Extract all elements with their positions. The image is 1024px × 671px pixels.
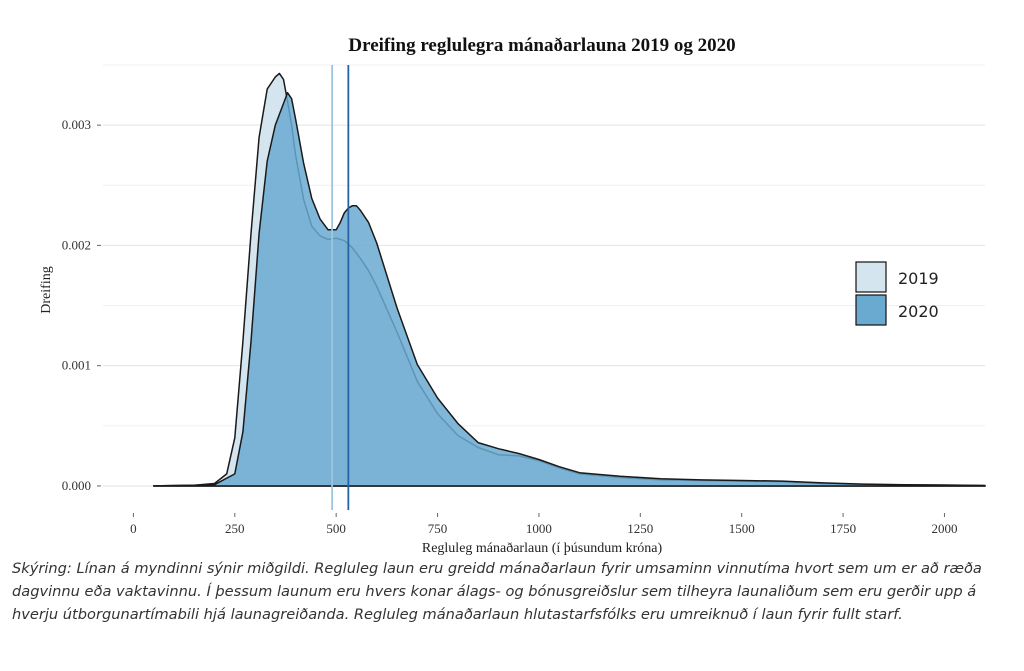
chart-caption: Skýring: Línan á myndinni sýnir miðgildi… (12, 560, 982, 623)
legend-label-2019: 2019 (898, 269, 939, 288)
x-tick-label: 250 (225, 521, 245, 536)
grid (103, 64, 985, 487)
axes: 0.000 0.001 0.002 0.003 0 250 500 750 1000 1250 15… (62, 117, 958, 536)
legend: 2019 2020 (855, 261, 939, 326)
chart-title: Dreifing reglulegra mánaðarlauna 2019 og… (348, 35, 735, 56)
x-tick-label: 500 (326, 521, 346, 536)
x-tick-label: 2000 (931, 521, 957, 536)
y-tick-label: 0.000 (62, 478, 91, 493)
x-tick-label: 1000 (526, 521, 552, 536)
x-tick-label: 1250 (627, 521, 653, 536)
x-tick-label: 750 (428, 521, 448, 536)
legend-swatch-2019 (855, 261, 887, 293)
y-axis-label: Dreifing (39, 266, 54, 313)
x-tick-label: 1750 (830, 521, 856, 536)
y-tick-label: 0.002 (62, 237, 91, 252)
x-axis-label: Regluleg mánaðarlaun (í þúsundum króna) (422, 541, 663, 556)
y-tick-label: 0.003 (62, 117, 91, 132)
legend-label-2020: 2020 (898, 302, 939, 321)
density-area-2020 (152, 91, 986, 487)
x-tick-label: 1500 (729, 521, 755, 536)
density-areas (152, 72, 986, 487)
x-tick-label: 0 (130, 521, 137, 536)
legend-swatch-2020 (855, 294, 887, 326)
median-lines (331, 65, 350, 510)
density-chart: 0.000 0.001 0.002 0.003 0 250 500 750 1000 1250 15… (39, 35, 986, 556)
y-tick-label: 0.001 (62, 358, 91, 373)
